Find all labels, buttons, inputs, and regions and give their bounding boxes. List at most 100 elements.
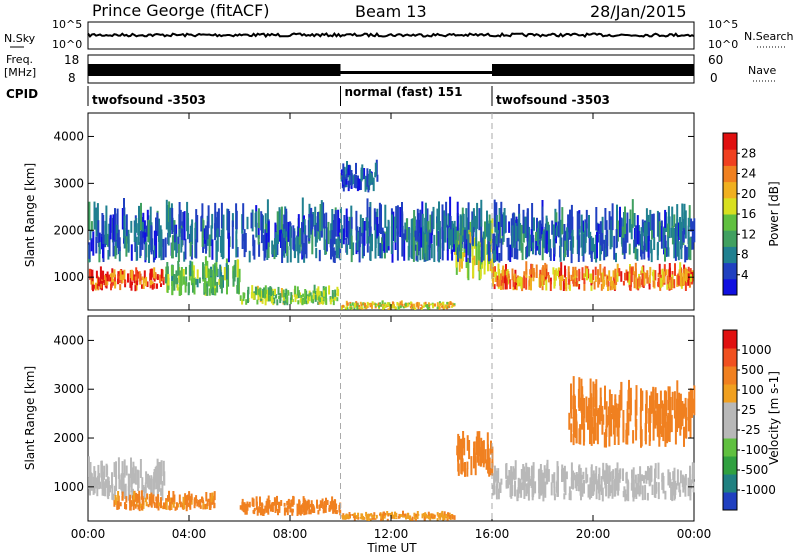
heatmap-cell — [635, 277, 638, 290]
heatmap-cell — [662, 476, 665, 494]
heatmap-cell — [213, 281, 216, 295]
heatmap-cell — [391, 511, 394, 517]
heatmap-cell — [106, 233, 109, 247]
heatmap-cell — [247, 294, 249, 303]
heatmap-cell — [375, 304, 378, 307]
heatmap-cell — [424, 202, 427, 229]
heatmap-cell — [355, 162, 357, 175]
heatmap-cell — [494, 235, 497, 254]
heatmap-cell — [196, 501, 199, 507]
heatmap-cell — [94, 282, 97, 291]
heatmap-cell — [299, 292, 301, 296]
heatmap-cell — [156, 283, 158, 289]
heatmap-cell — [368, 518, 371, 521]
heatmap-cell — [263, 290, 266, 299]
heatmap-cell — [189, 503, 192, 510]
heatmap-cell — [503, 277, 506, 284]
heatmap-cell — [88, 268, 91, 278]
heatmap-cell — [365, 304, 368, 310]
heatmap-cell — [353, 515, 356, 521]
heatmap-cell — [405, 516, 407, 520]
heatmap-cell — [143, 486, 146, 500]
heatmap-cell — [659, 226, 662, 242]
heatmap-cell — [384, 515, 387, 517]
heatmap-cell — [345, 513, 348, 519]
heatmap-cell — [391, 304, 394, 309]
heatmap-cell — [440, 515, 443, 518]
heatmap-cell — [629, 387, 632, 416]
heatmap-cell — [623, 486, 626, 497]
heatmap-cell — [129, 494, 132, 500]
heatmap-cell — [611, 470, 614, 490]
heatmap-cell — [130, 475, 133, 493]
heatmap-cell — [150, 475, 153, 496]
heatmap-cell — [607, 406, 610, 426]
heatmap-cell — [375, 514, 378, 519]
heatmap-cell — [505, 463, 508, 480]
heatmap-cell — [605, 463, 608, 479]
heatmap-cell — [103, 275, 106, 283]
heatmap-cell — [414, 230, 417, 241]
heatmap-cell — [354, 303, 356, 308]
heatmap-cell — [366, 236, 369, 253]
heatmap-cell — [171, 286, 174, 295]
velocity-heatmap — [88, 376, 696, 521]
heatmap-cell — [160, 488, 163, 496]
heatmap-cell — [573, 275, 576, 287]
heatmap-cell — [376, 174, 379, 182]
heatmap-cell — [665, 247, 668, 257]
heatmap-cell — [201, 496, 203, 503]
heatmap-cell — [125, 236, 128, 257]
heatmap-cell — [136, 276, 139, 285]
heatmap-cell — [653, 237, 656, 250]
heatmap-cell — [447, 213, 450, 229]
heatmap-cell — [315, 225, 318, 243]
heatmap-cell — [636, 215, 639, 245]
heatmap-cell — [257, 289, 260, 295]
heatmap-cell — [305, 235, 308, 259]
heatmap-cell — [252, 238, 255, 256]
heatmap-cell — [572, 433, 575, 446]
heatmap-cell — [215, 240, 218, 261]
heatmap-cell — [497, 263, 500, 275]
heatmap-cell — [457, 433, 460, 451]
heatmap-cell — [657, 482, 660, 500]
heatmap-cell — [687, 417, 690, 432]
heatmap-cell — [109, 215, 112, 240]
heatmap-cell — [367, 185, 370, 193]
heatmap-cell — [153, 245, 156, 258]
heatmap-cell — [253, 507, 256, 512]
heatmap-cell — [266, 295, 269, 302]
heatmap-cell — [134, 285, 137, 292]
heatmap-cell — [144, 482, 147, 494]
heatmap-cell — [570, 423, 573, 443]
heatmap-cell — [611, 405, 614, 420]
heatmap-cell — [668, 386, 671, 419]
heatmap-cell — [162, 238, 165, 260]
heatmap-cell — [150, 492, 153, 502]
heatmap-cell — [634, 262, 637, 277]
heatmap-cell — [211, 213, 214, 229]
nave-tick-bottom: 0 — [710, 71, 718, 85]
heatmap-cell — [641, 474, 643, 482]
heatmap-cell — [350, 170, 353, 185]
colorbar-swatch — [723, 492, 737, 511]
heatmap-cell — [173, 224, 176, 243]
heatmap-cell — [259, 506, 262, 511]
heatmap-cell — [416, 208, 419, 233]
heatmap-cell — [357, 512, 360, 517]
heatmap-cell — [371, 517, 374, 520]
heatmap-cell — [303, 498, 306, 507]
heatmap-cell — [670, 486, 673, 500]
y-tick-label: 4000 — [53, 129, 84, 143]
heatmap-cell — [138, 490, 141, 500]
heatmap-cell — [117, 278, 120, 285]
heatmap-cell — [670, 227, 673, 238]
heatmap-cell — [626, 212, 629, 243]
heatmap-cell — [291, 501, 294, 507]
heatmap-cell — [684, 245, 687, 263]
heatmap-cell — [147, 475, 149, 488]
heatmap-cell — [679, 489, 682, 497]
heatmap-cell — [518, 213, 521, 239]
heatmap-cell — [664, 248, 666, 262]
